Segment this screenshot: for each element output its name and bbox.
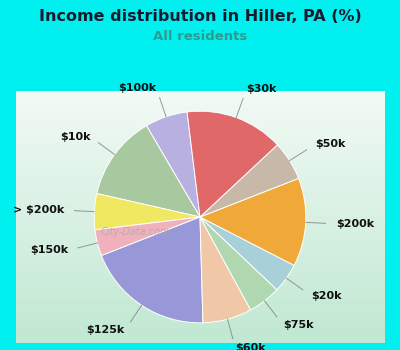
Text: $200k: $200k xyxy=(336,219,374,229)
Text: $20k: $20k xyxy=(311,290,342,301)
Text: $75k: $75k xyxy=(283,320,314,330)
Text: > $200k: > $200k xyxy=(13,205,64,215)
Wedge shape xyxy=(95,217,200,256)
Text: $30k: $30k xyxy=(246,84,277,94)
Wedge shape xyxy=(187,111,278,217)
Text: $125k: $125k xyxy=(87,326,125,336)
Wedge shape xyxy=(146,112,200,217)
Wedge shape xyxy=(200,217,294,290)
Text: $100k: $100k xyxy=(118,83,156,93)
Wedge shape xyxy=(200,178,306,265)
Text: All residents: All residents xyxy=(153,30,247,43)
Text: $60k: $60k xyxy=(236,343,266,350)
Text: City-Data.com: City-Data.com xyxy=(100,227,170,237)
Text: $150k: $150k xyxy=(30,245,68,256)
Wedge shape xyxy=(200,145,298,217)
Wedge shape xyxy=(102,217,203,323)
Wedge shape xyxy=(94,194,200,230)
Text: Income distribution in Hiller, PA (%): Income distribution in Hiller, PA (%) xyxy=(39,9,361,24)
Wedge shape xyxy=(200,217,251,323)
Wedge shape xyxy=(97,126,200,217)
Text: $10k: $10k xyxy=(60,132,90,142)
Wedge shape xyxy=(200,217,277,310)
Text: $50k: $50k xyxy=(315,140,346,149)
